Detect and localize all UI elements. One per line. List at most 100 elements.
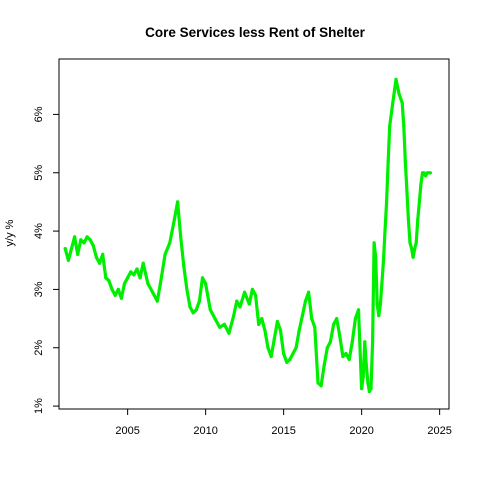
data-point bbox=[158, 282, 162, 286]
data-point bbox=[132, 273, 136, 277]
x-tick-label: 2010 bbox=[193, 425, 217, 437]
data-point bbox=[122, 282, 127, 286]
y-tick-label: 6% bbox=[33, 106, 45, 122]
data-point bbox=[208, 308, 212, 312]
data-point bbox=[263, 328, 267, 332]
data-point bbox=[197, 299, 201, 303]
data-point bbox=[414, 241, 418, 245]
data-point bbox=[176, 200, 180, 204]
data-point bbox=[146, 282, 150, 286]
data-point bbox=[322, 363, 326, 367]
data-point bbox=[410, 247, 414, 251]
x-axis: 2005 2010 2015 2020 2025 bbox=[115, 408, 452, 437]
data-point bbox=[76, 252, 80, 256]
data-point bbox=[254, 293, 258, 297]
chart-title: Core Services less Rent of Shelter bbox=[145, 25, 366, 40]
data-point bbox=[361, 375, 365, 379]
data-point bbox=[191, 311, 195, 315]
data-point bbox=[172, 217, 176, 221]
data-point bbox=[129, 270, 133, 274]
data-point bbox=[126, 276, 130, 280]
data-point bbox=[182, 264, 186, 268]
data-point bbox=[179, 235, 183, 239]
data-point bbox=[313, 325, 317, 329]
data-point bbox=[300, 314, 304, 318]
data-point bbox=[141, 261, 145, 265]
data-point bbox=[394, 77, 398, 81]
data-point bbox=[360, 387, 364, 391]
data-point bbox=[227, 331, 231, 335]
data-point bbox=[155, 299, 159, 303]
data-point bbox=[428, 171, 432, 175]
data-point bbox=[194, 308, 198, 312]
data-point bbox=[406, 217, 410, 221]
x-tick-label: 2020 bbox=[349, 425, 373, 437]
data-point bbox=[82, 241, 86, 245]
x-tick-label: 2005 bbox=[115, 425, 139, 437]
data-point bbox=[335, 317, 339, 321]
data-point bbox=[285, 360, 289, 364]
data-point bbox=[297, 328, 301, 332]
data-point bbox=[417, 200, 421, 204]
data-point bbox=[383, 229, 387, 233]
data-point bbox=[110, 287, 114, 291]
data-point bbox=[63, 247, 67, 251]
data-point bbox=[288, 357, 292, 361]
data-point bbox=[367, 389, 371, 394]
data-point bbox=[325, 346, 329, 350]
data-point bbox=[116, 287, 120, 291]
data-point bbox=[411, 255, 415, 259]
data-point bbox=[243, 290, 247, 294]
data-point bbox=[400, 101, 404, 105]
y-tick-label: 2% bbox=[33, 340, 45, 356]
data-point bbox=[218, 325, 222, 329]
data-point bbox=[424, 174, 428, 178]
data-point bbox=[405, 188, 409, 192]
data-point bbox=[291, 352, 295, 356]
data-point bbox=[94, 255, 98, 259]
data-point bbox=[375, 302, 379, 306]
data-point bbox=[85, 235, 89, 239]
series-line bbox=[63, 77, 432, 394]
data-point bbox=[408, 241, 412, 245]
data-point bbox=[88, 238, 92, 242]
data-point bbox=[232, 314, 236, 318]
data-point bbox=[278, 328, 283, 332]
data-point bbox=[403, 159, 407, 163]
y-tick-label: 3% bbox=[33, 281, 45, 297]
data-point bbox=[356, 308, 361, 312]
data-point bbox=[266, 346, 270, 350]
data-point bbox=[104, 276, 108, 280]
data-point bbox=[307, 290, 311, 294]
data-point bbox=[332, 322, 336, 326]
x-tick-label: 2025 bbox=[427, 425, 451, 437]
data-point bbox=[168, 241, 172, 245]
y-tick-label: 5% bbox=[33, 165, 45, 181]
data-point bbox=[363, 340, 367, 344]
data-point bbox=[98, 261, 102, 265]
data-point bbox=[282, 352, 286, 356]
data-point bbox=[385, 200, 389, 204]
data-point bbox=[269, 354, 273, 359]
data-point bbox=[391, 101, 395, 105]
data-point bbox=[79, 238, 83, 242]
data-point bbox=[250, 287, 254, 291]
data-point bbox=[238, 305, 242, 309]
data-point bbox=[419, 182, 423, 186]
data-point bbox=[247, 302, 251, 306]
data-point bbox=[402, 124, 406, 128]
y-tick-label: 1% bbox=[33, 398, 45, 414]
y-axis-label: y/y % bbox=[4, 219, 16, 246]
data-point bbox=[257, 322, 261, 326]
data-point bbox=[163, 252, 167, 256]
data-point bbox=[213, 317, 217, 321]
y-axis: 1% 2% 3% 4% 5% 6% bbox=[33, 106, 60, 414]
data-point bbox=[119, 296, 123, 300]
data-point bbox=[350, 340, 354, 344]
data-point bbox=[341, 354, 345, 359]
data-point bbox=[73, 235, 77, 239]
data-point bbox=[380, 282, 384, 286]
data-point bbox=[422, 171, 426, 175]
data-point bbox=[377, 314, 381, 318]
